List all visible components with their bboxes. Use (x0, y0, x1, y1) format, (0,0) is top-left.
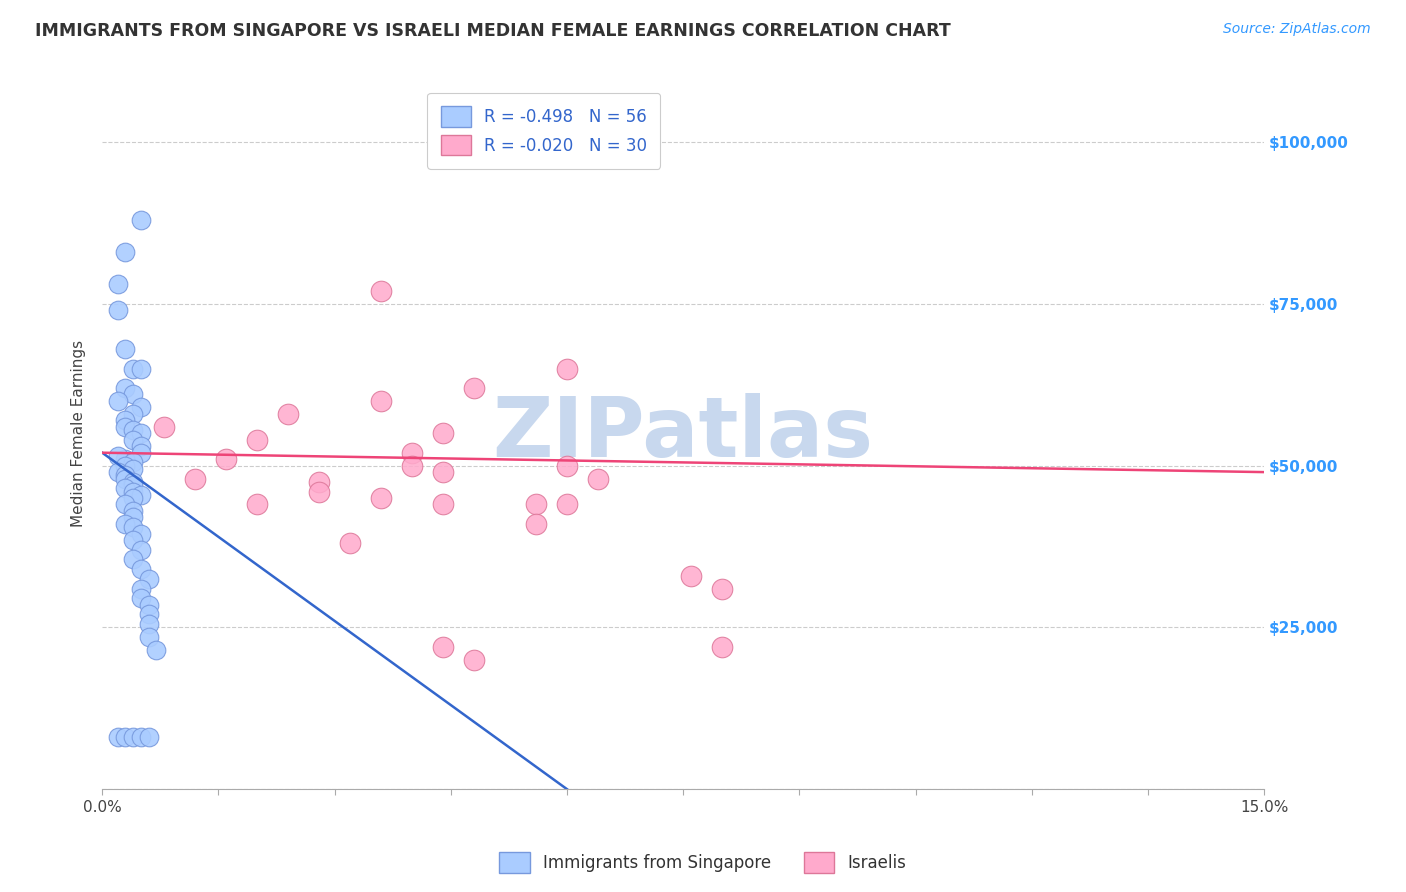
Point (246, 433, 269, 447)
Point (138, 617, 160, 632)
Point (122, 504, 145, 518)
Point (114, 731, 136, 745)
Point (114, 245, 136, 260)
Point (122, 407, 145, 421)
Point (129, 542, 152, 557)
Point (555, 498, 578, 512)
Point (114, 413, 136, 427)
Point (129, 562, 152, 576)
Point (153, 419, 176, 434)
Point (122, 478, 145, 492)
Point (370, 284, 392, 298)
Point (129, 401, 152, 415)
Point (114, 419, 136, 434)
Point (679, 568, 702, 582)
Point (114, 481, 136, 495)
Point (463, 381, 485, 395)
Point (246, 498, 269, 512)
Point (432, 498, 454, 512)
Point (129, 426, 152, 441)
Point (432, 640, 454, 654)
Point (129, 731, 152, 745)
Point (107, 731, 129, 745)
Point (114, 498, 136, 512)
Text: Source: ZipAtlas.com: Source: ZipAtlas.com (1223, 22, 1371, 37)
Point (401, 458, 423, 473)
Legend: R = -0.498   N = 56, R = -0.020   N = 30: R = -0.498 N = 56, R = -0.020 N = 30 (427, 93, 661, 169)
Point (555, 361, 578, 376)
Point (107, 303, 129, 318)
Point (370, 393, 392, 408)
Point (129, 212, 152, 227)
Point (370, 491, 392, 505)
Point (122, 462, 145, 476)
Point (122, 423, 145, 437)
Point (308, 484, 330, 499)
Point (129, 582, 152, 596)
Point (432, 426, 454, 441)
Point (463, 653, 485, 667)
Point (129, 439, 152, 453)
Legend: Immigrants from Singapore, Israelis: Immigrants from Singapore, Israelis (494, 846, 912, 880)
Point (129, 446, 152, 460)
Point (277, 407, 299, 421)
Text: IMMIGRANTS FROM SINGAPORE VS ISRAELI MEDIAN FEMALE EARNINGS CORRELATION CHART: IMMIGRANTS FROM SINGAPORE VS ISRAELI MED… (35, 22, 950, 40)
Point (129, 526, 152, 541)
Point (114, 342, 136, 356)
Point (114, 472, 136, 486)
Point (138, 572, 160, 586)
Point (114, 458, 136, 473)
Point (710, 640, 733, 654)
Point (339, 536, 361, 550)
Point (114, 452, 136, 467)
Point (184, 472, 207, 486)
Point (122, 731, 145, 745)
Point (107, 393, 129, 408)
Point (586, 472, 609, 486)
Point (401, 446, 423, 460)
Point (114, 516, 136, 531)
Text: ZIPatlas: ZIPatlas (492, 392, 873, 474)
Point (122, 455, 145, 469)
Point (122, 475, 145, 489)
Point (524, 516, 547, 531)
Point (129, 361, 152, 376)
Point (138, 630, 160, 644)
Point (494, 148, 516, 162)
Point (107, 449, 129, 463)
Point (308, 475, 330, 489)
Y-axis label: Median Female Earnings: Median Female Earnings (72, 340, 86, 527)
Point (114, 381, 136, 395)
Point (138, 731, 160, 745)
Point (122, 484, 145, 499)
Point (555, 458, 578, 473)
Point (122, 552, 145, 566)
Point (122, 433, 145, 447)
Point (710, 582, 733, 596)
Point (145, 643, 167, 657)
Point (138, 607, 160, 622)
Point (122, 361, 145, 376)
Point (107, 465, 129, 479)
Point (122, 533, 145, 547)
Point (114, 468, 136, 483)
Point (524, 498, 547, 512)
Point (122, 387, 145, 401)
Point (432, 465, 454, 479)
Point (215, 452, 238, 467)
Point (129, 591, 152, 606)
Point (122, 520, 145, 534)
Point (138, 598, 160, 612)
Point (129, 488, 152, 502)
Point (107, 277, 129, 292)
Point (122, 510, 145, 524)
Point (122, 491, 145, 505)
